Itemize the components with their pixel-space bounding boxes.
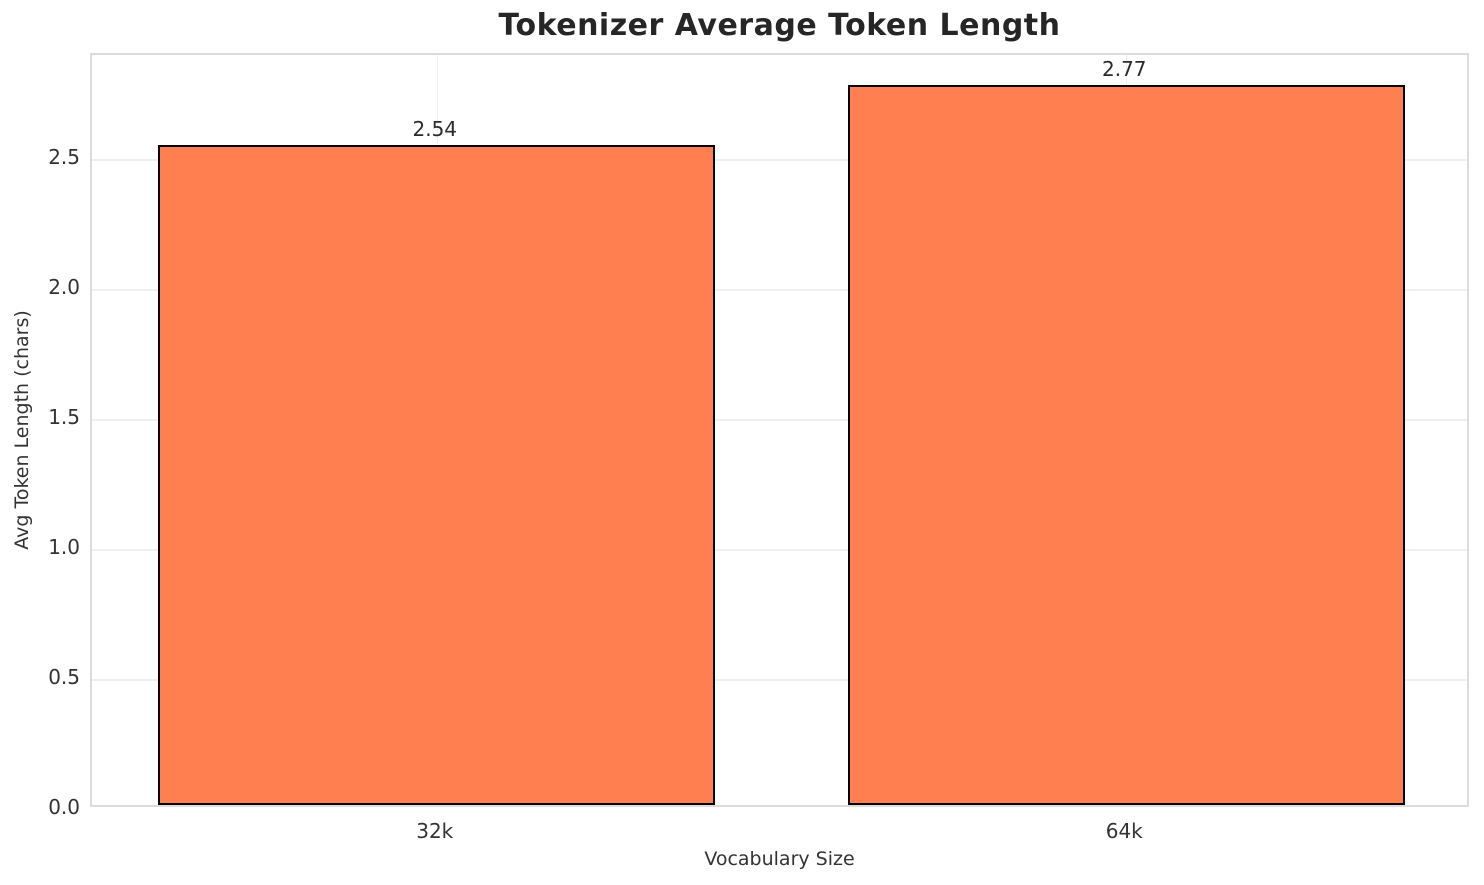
bar-value-label-64k: 2.77	[1101, 56, 1147, 81]
plot-area	[90, 53, 1469, 807]
y-tick-label-1.5: 1.5	[48, 405, 80, 429]
y-axis-label: Avg Token Length (chars)	[11, 310, 33, 550]
gridline-horizontal	[92, 419, 1467, 421]
bar-value-label-32k: 2.54	[412, 116, 458, 141]
chart-title: Tokenizer Average Token Length	[498, 8, 1061, 43]
y-tick-label-2.0: 2.0	[48, 275, 80, 299]
y-tick-label-0.5: 0.5	[48, 665, 80, 689]
gridline-horizontal	[92, 289, 1467, 291]
gridline-horizontal	[92, 549, 1467, 551]
gridline-horizontal	[92, 679, 1467, 681]
x-axis-label: Vocabulary Size	[704, 848, 855, 870]
bar-32k	[158, 144, 716, 805]
gridline-horizontal	[92, 159, 1467, 161]
y-tick-label-1.0: 1.0	[48, 535, 80, 559]
x-tick-label-64k: 64k	[1105, 819, 1143, 843]
y-tick-label-2.5: 2.5	[48, 145, 80, 169]
y-tick-label-0.0: 0.0	[48, 795, 80, 819]
x-tick-label-32k: 32k	[416, 819, 454, 843]
bar-64k	[847, 84, 1405, 805]
